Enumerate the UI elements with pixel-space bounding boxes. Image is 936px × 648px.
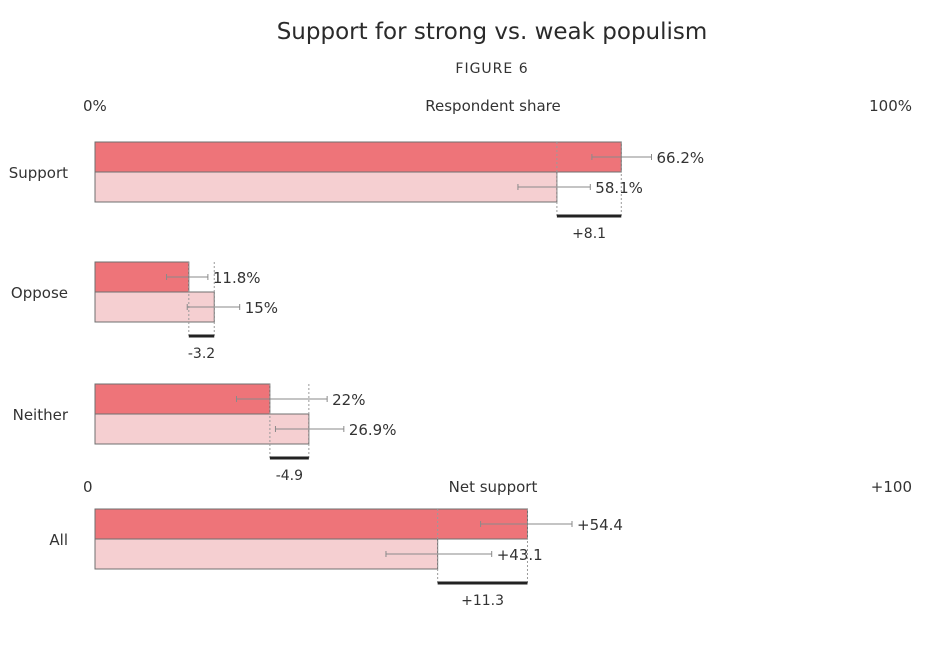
axis-max-label: 100% xyxy=(869,97,912,115)
bar xyxy=(94,141,622,173)
difference-label: -4.9 xyxy=(276,468,303,484)
data-label: 66.2% xyxy=(657,149,705,167)
data-label: 22% xyxy=(332,391,365,409)
bar xyxy=(94,413,310,445)
bar-group: Neither 22% 26.9% -4.9 xyxy=(13,383,397,484)
bar xyxy=(94,171,558,203)
chart-title: Support for strong vs. weak populism xyxy=(277,19,708,45)
bar-group: All +54.4 +43.1 +11.3 xyxy=(49,508,623,609)
chart-subtitle: FIGURE 6 xyxy=(455,61,528,77)
bar xyxy=(94,538,439,570)
data-label: 26.9% xyxy=(349,421,397,439)
axis-title: Net support xyxy=(449,478,538,496)
bar-group: Oppose 11.8% 15% -3.2 xyxy=(11,261,278,362)
chart-panels: 0% Respondent share 100% Support 66.2% 58.1% +… xyxy=(9,97,912,609)
bar-group: Support 66.2% 58.1% +8.1 xyxy=(9,141,705,242)
difference-label: +8.1 xyxy=(572,226,606,242)
category-label: Neither xyxy=(13,406,69,424)
data-label: 58.1% xyxy=(595,179,643,197)
data-label: 15% xyxy=(245,299,278,317)
axis-max-label: +100 xyxy=(871,478,912,496)
category-label: All xyxy=(49,531,68,549)
category-label: Oppose xyxy=(11,284,68,302)
axis-min-label: 0 xyxy=(83,478,93,496)
axis-min-label: 0% xyxy=(83,97,107,115)
category-label: Support xyxy=(9,164,68,182)
bar xyxy=(94,508,528,540)
difference-label: +11.3 xyxy=(461,593,504,609)
data-label: +54.4 xyxy=(577,516,623,534)
axis-title: Respondent share xyxy=(425,97,560,115)
data-label: +43.1 xyxy=(497,546,543,564)
data-label: 11.8% xyxy=(213,269,261,287)
difference-label: -3.2 xyxy=(188,346,215,362)
